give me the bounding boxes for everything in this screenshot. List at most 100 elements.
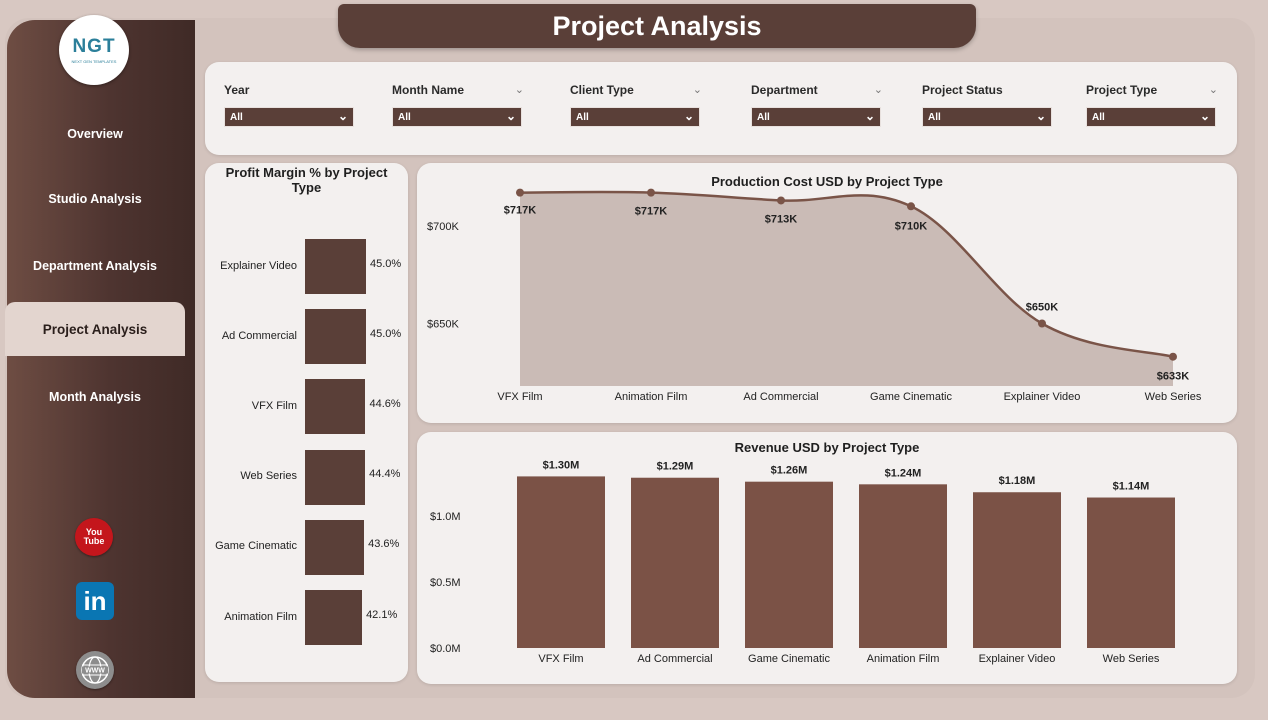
filter-month-name-select[interactable]: All ⌄ [392,107,522,127]
revenue-y-tick: $0.5M [430,577,461,589]
youtube-icon[interactable]: You Tube [75,518,113,556]
profit-margin-bar-vfx-film[interactable] [305,379,366,435]
website-globe-icon[interactable]: WWW [76,651,114,689]
filter-month-name-value: All [398,111,411,123]
nav-department-analysis[interactable]: Department Analysis [33,259,157,273]
profit-margin-value-label: 45.0% [370,327,402,340]
profit-margin-bar-explainer-video[interactable] [305,239,366,294]
production-cost-x-label: Ad Commercial [743,391,818,403]
filter-department[interactable]: Department ⌄ All ⌄ [751,83,883,127]
revenue-bar-ad-commercial[interactable] [631,477,719,648]
profit-margin-category-game-cinematic: Game Cinematic [215,540,297,553]
production-cost-area [520,192,1173,386]
profit-margin-category-explainer-video: Explainer Video [220,259,297,272]
profit-margin-bar-ad-commercial[interactable] [305,309,366,365]
company-logo[interactable]: NGT NEXT GEN TEMPLATES [59,15,129,85]
nav-project-analysis[interactable]: Project Analysis [5,302,185,356]
production-cost-point-web-series[interactable] [1169,352,1177,361]
chevron-down-icon: ⌄ [1199,109,1210,123]
production-cost-data-label: $717K [504,205,536,217]
production-cost-data-label: $633K [1157,371,1189,383]
revenue-data-label: $1.30M [543,459,580,471]
revenue-chart-title: Revenue USD by Project Type [734,440,920,455]
production-cost-data-label: $713K [765,213,797,225]
revenue-y-tick: $0.0M [430,643,461,655]
nav-studio-analysis[interactable]: Studio Analysis [48,192,142,206]
chevron-down-icon: ⌄ [864,109,875,123]
production-cost-line [519,190,1174,358]
chevron-down-icon[interactable]: ⌄ [692,84,702,96]
profit-margin-category-ad-commercial: Ad Commercial [221,329,297,342]
revenue-x-label: Game Cinematic [748,653,830,665]
page-title: Project Analysis [338,4,976,48]
filter-department-value: All [757,111,770,123]
nav-overview[interactable]: Overview [67,127,123,141]
profit-margin-value-label: 44.4% [369,468,401,481]
filter-project-status[interactable]: Project Status All ⌄ [922,83,1054,127]
filter-client-type-label: Client Type [570,83,634,97]
chevron-down-icon: ⌄ [1035,109,1046,123]
filter-panel [205,62,1237,155]
production-cost-x-label: Game Cinematic [870,391,952,403]
youtube-text-tube: Tube [83,536,105,546]
production-cost-data-label: $710K [895,220,927,232]
filter-client-type-select[interactable]: All ⌄ [570,107,700,127]
production-cost-point-ad-commercial[interactable] [777,196,785,205]
filter-client-type[interactable]: Client Type ⌄ All ⌄ [570,83,702,127]
profit-margin-category-web-series: Web Series [240,470,297,483]
filter-project-type[interactable]: Project Type ⌄ All ⌄ [1086,83,1218,127]
revenue-bar-explainer-video[interactable] [973,492,1061,648]
production-cost-point-vfx-film[interactable] [516,188,524,197]
chevron-down-icon[interactable]: ⌄ [873,84,883,96]
production-cost-chart: $650K $700K $717K VFX Film $717K Animation Fi… [427,188,1202,403]
revenue-chart: $0.0M $0.5M $1.0M $1.30M VFX Film $1.29M Ad Co… [430,459,1175,665]
revenue-data-label: $1.18M [999,475,1036,487]
profit-margin-bar-web-series[interactable] [305,449,366,505]
profit-margin-bar-game-cinematic[interactable] [305,519,365,575]
chevron-down-icon: ⌄ [683,109,694,123]
chevron-down-icon[interactable]: ⌄ [514,84,524,96]
production-cost-data-label: $650K [1026,301,1058,313]
production-cost-point-game-cinematic[interactable] [907,202,915,211]
globe-graphic: WWW [81,656,109,684]
chevron-down-icon: ⌄ [337,109,348,123]
filter-month-name[interactable]: Month Name ⌄ All ⌄ [392,83,524,127]
revenue-bar-game-cinematic[interactable] [745,481,833,648]
revenue-bar-web-series[interactable] [1087,497,1175,648]
filter-year-value: All [230,111,243,123]
profit-margin-value-label: 44.6% [369,397,401,410]
chevron-down-icon: ⌄ [505,109,516,123]
profit-margin-bar-animation-film[interactable] [305,590,363,645]
filter-year-label: Year [224,83,250,97]
production-cost-data-label: $717K [635,206,667,218]
revenue-bar-animation-film[interactable] [859,484,947,648]
profit-margin-chart-title: Profit Margin % by Project Type [225,165,388,195]
logo-tagline: NEXT GEN TEMPLATES [71,59,117,64]
revenue-x-label: Ad Commercial [637,653,712,665]
filter-year[interactable]: Year All ⌄ [224,83,356,127]
profit-margin-category-animation-film: Animation Film [224,610,297,623]
filter-project-status-label: Project Status [922,83,1003,97]
filter-department-select[interactable]: All ⌄ [751,107,881,127]
linkedin-icon[interactable]: in [76,582,114,620]
nav-month-analysis[interactable]: Month Analysis [49,390,141,404]
filter-project-type-select[interactable]: All ⌄ [1086,107,1216,127]
production-cost-point-animation-film[interactable] [647,188,655,197]
profit-margin-value-label: 43.6% [368,538,400,551]
production-cost-x-label: Animation Film [615,391,688,403]
revenue-bar-vfx-film[interactable] [517,476,605,648]
revenue-x-label: Explainer Video [979,653,1056,665]
filter-year-select[interactable]: All ⌄ [224,107,354,127]
revenue-data-label: $1.14M [1113,481,1150,493]
production-cost-x-label: VFX Film [497,391,542,403]
revenue-data-label: $1.29M [657,461,694,473]
filter-project-status-value: All [928,111,941,123]
revenue-x-label: Animation Film [867,653,940,665]
filter-client-type-value: All [576,111,589,123]
production-cost-point-explainer-video[interactable] [1038,319,1046,328]
production-cost-chart-title: Production Cost USD by Project Type [711,174,943,189]
chevron-down-icon[interactable]: ⌄ [1208,84,1218,96]
revenue-data-label: $1.26M [771,465,808,477]
filter-project-status-select[interactable]: All ⌄ [922,107,1052,127]
revenue-x-label: VFX Film [538,653,583,665]
